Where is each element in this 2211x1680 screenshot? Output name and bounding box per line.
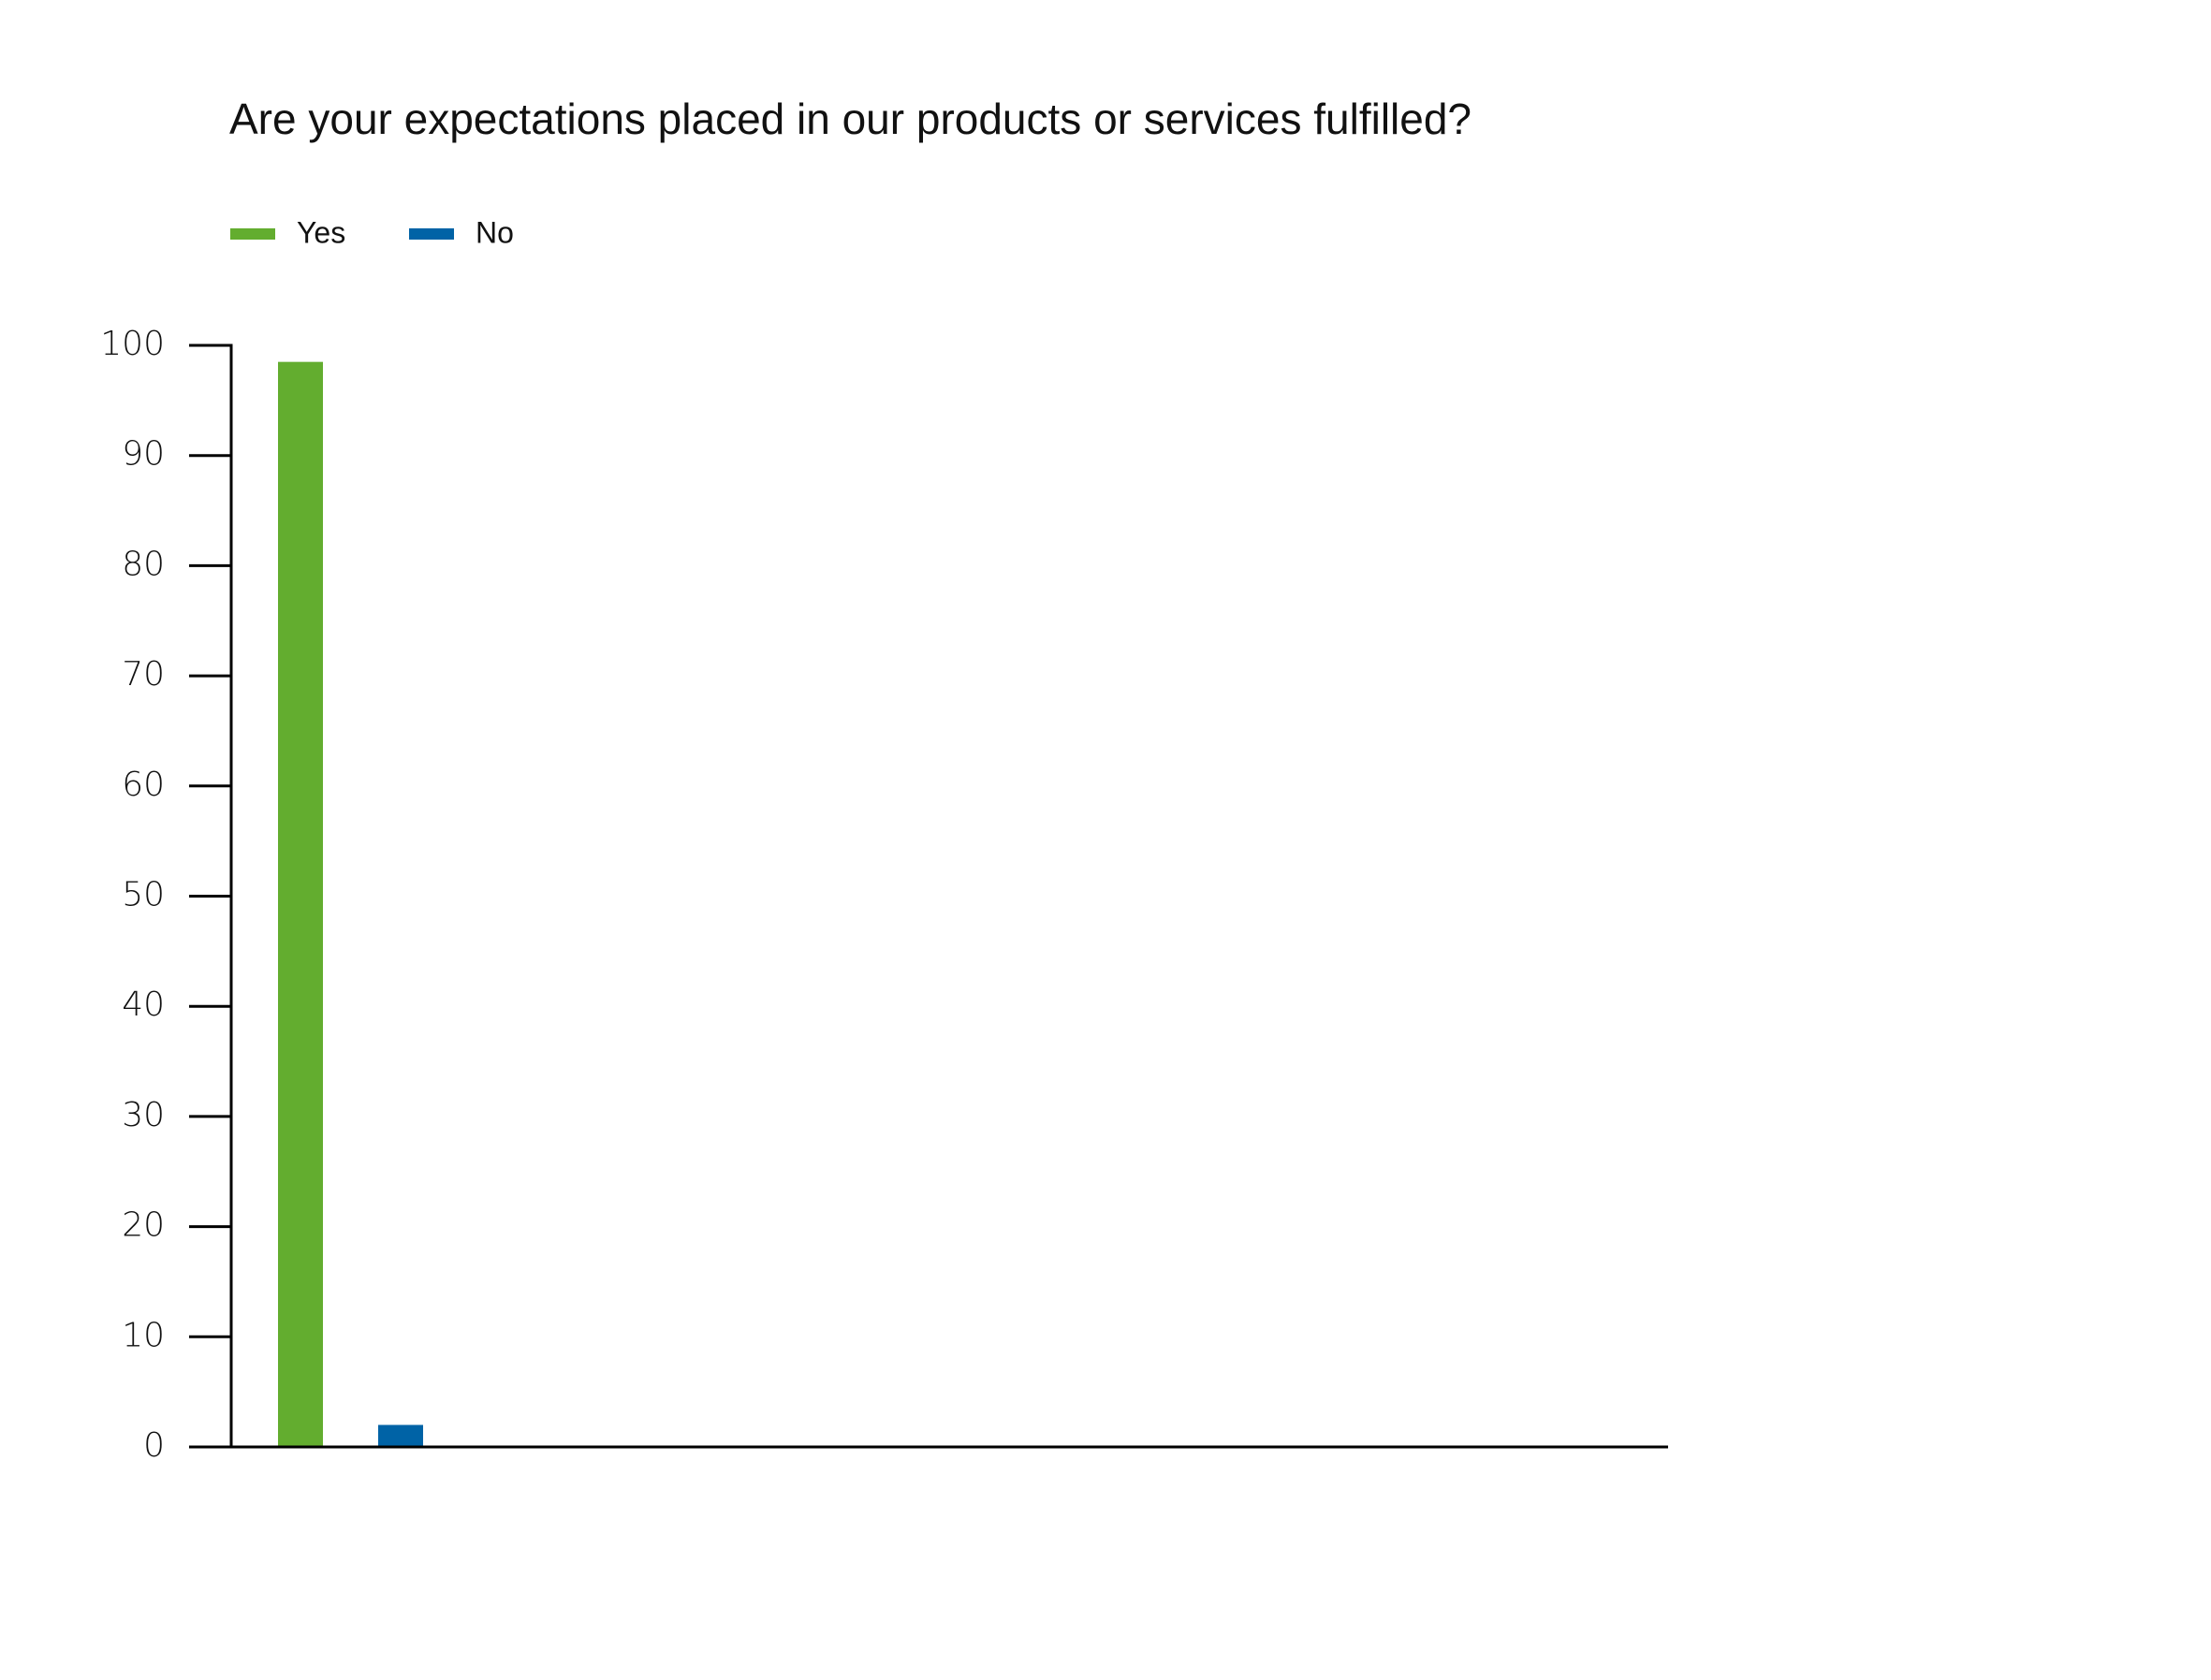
y-tick-label: 50 bbox=[122, 876, 165, 914]
y-tick-label: 100 bbox=[100, 325, 165, 363]
legend-swatch bbox=[230, 228, 275, 240]
legend-label: Yes bbox=[297, 215, 345, 249]
y-tick-label: 60 bbox=[122, 766, 165, 804]
y-tick-label: 70 bbox=[122, 655, 165, 694]
y-tick-label: 30 bbox=[122, 1096, 165, 1134]
chart-title: Are your expectations placed in our prod… bbox=[229, 95, 1472, 143]
y-tick-label: 20 bbox=[122, 1206, 165, 1245]
y-tick-label: 40 bbox=[122, 986, 165, 1024]
y-tick-label: 90 bbox=[122, 435, 165, 474]
bar bbox=[378, 1424, 423, 1447]
y-tick-label: 0 bbox=[143, 1426, 165, 1465]
legend-label: No bbox=[476, 215, 514, 249]
y-tick-label: 10 bbox=[122, 1316, 165, 1354]
y-tick-label: 80 bbox=[122, 545, 165, 583]
legend-swatch bbox=[409, 228, 454, 240]
bar bbox=[278, 361, 323, 1447]
